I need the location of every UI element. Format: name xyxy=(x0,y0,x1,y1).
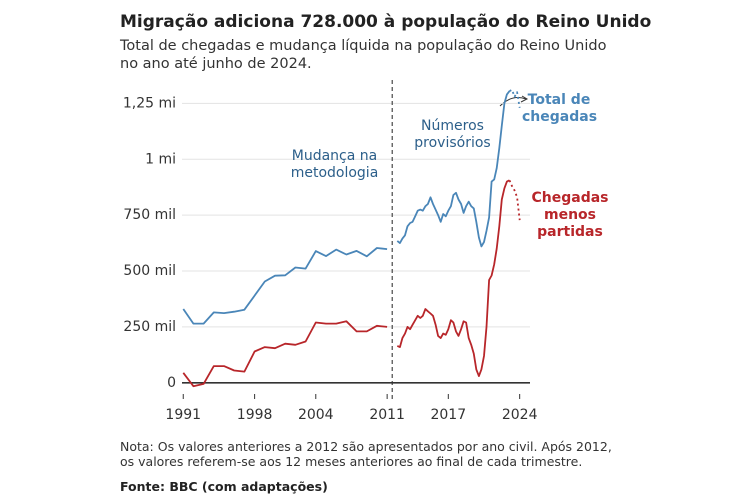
chart-title: Migração adiciona 728.000 à população do… xyxy=(120,12,652,32)
arrow xyxy=(499,97,527,107)
y-tick-label: 0 xyxy=(167,375,176,391)
series-line xyxy=(396,90,511,248)
series-line xyxy=(182,247,388,325)
x-tick-label: 2004 xyxy=(298,407,334,423)
x-tick-label: 1991 xyxy=(165,407,201,423)
x-tick-label: 2011 xyxy=(369,407,405,423)
chart-subtitle: Total de chegadas e mudança líquida na p… xyxy=(120,38,607,72)
arrow-head xyxy=(520,95,529,103)
y-tick-label: 250 mil xyxy=(123,319,176,335)
x-tick-label: 2024 xyxy=(502,407,538,423)
series-label: Chegadas menos partidas xyxy=(531,190,609,240)
y-tick-label: 500 mil xyxy=(123,263,176,279)
series-label: Total de chegadas xyxy=(522,92,598,125)
provisional-annotation: Números provisórios xyxy=(414,118,491,151)
y-tick-label: 1,25 mi xyxy=(123,95,176,111)
provisional-line xyxy=(509,89,521,108)
method-change-annotation: Mudança na metodologia xyxy=(290,148,379,181)
source: Fonte: BBC (com adaptações) xyxy=(120,479,328,494)
y-tick-label: 750 mil xyxy=(123,207,176,223)
y-tick-label: 1 mi xyxy=(145,151,176,167)
note: Nota: Os valores anteriores a 2012 são a… xyxy=(120,439,612,469)
series-line xyxy=(182,320,388,388)
x-tick-label: 2017 xyxy=(430,407,466,423)
provisional-line xyxy=(508,179,521,221)
x-tick-label: 1998 xyxy=(237,407,273,423)
series-line xyxy=(396,179,510,377)
